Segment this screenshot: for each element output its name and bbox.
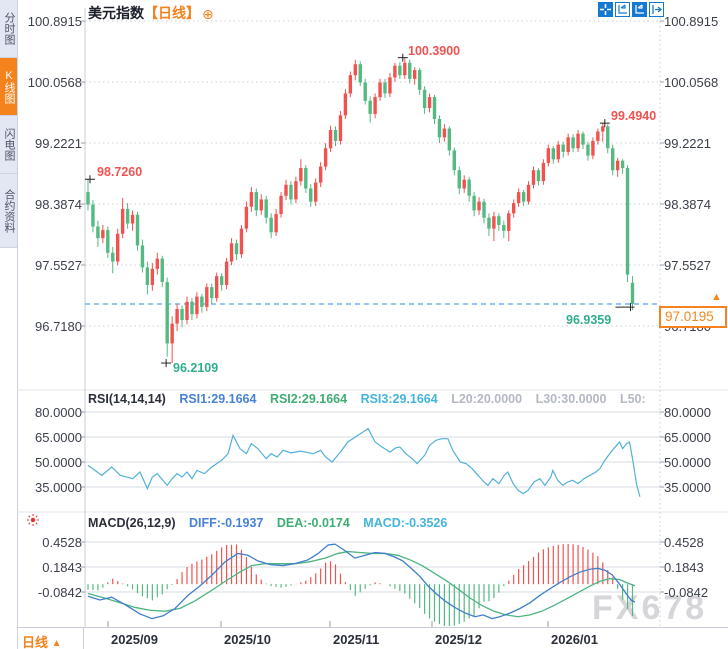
rsi2-value: RSI2:29.1664 bbox=[269, 392, 348, 406]
price-axis-label-left: 100.0568 bbox=[27, 74, 82, 90]
annotation-high-recent: 99.4940 bbox=[611, 109, 657, 123]
macd-axis-label-left: 0.4528 bbox=[42, 534, 82, 550]
price-up-arrow-icon: ▲ bbox=[711, 291, 722, 303]
rsi-axis-label-left: 80.0000 bbox=[35, 404, 82, 420]
goto-latest-icon[interactable] bbox=[649, 2, 664, 17]
sidebar-item-contract-info[interactable]: 合约资料 bbox=[0, 174, 17, 248]
time-axis-label: 2025/12 bbox=[435, 632, 482, 647]
period-dropdown-button[interactable]: 日线 ▲ bbox=[22, 632, 62, 649]
macd-dea-value: DEA:-0.0174 bbox=[276, 516, 350, 530]
watermark-logo: FX678 bbox=[592, 589, 708, 627]
fit-y-axis-icon[interactable] bbox=[615, 2, 630, 17]
chart-toolbar bbox=[598, 2, 664, 17]
rsi-axis-label-left: 50.0000 bbox=[35, 454, 82, 470]
macd-value: MACD:-0.3526 bbox=[363, 516, 448, 530]
price-axis-label-left: 100.8915 bbox=[27, 13, 82, 29]
indicator-settings-icon[interactable] bbox=[27, 513, 39, 526]
rsi-axis-label-left: 65.0000 bbox=[35, 429, 82, 445]
rsi-axis-label-right: 80.0000 bbox=[664, 404, 711, 420]
macd-axis-label-right: 0.4528 bbox=[664, 534, 704, 550]
time-axis-label: 2025/09 bbox=[111, 632, 158, 647]
macd-diff-value: DIFF:-0.1937 bbox=[189, 516, 264, 530]
rsi1-value: RSI1:29.1664 bbox=[179, 392, 257, 406]
chevron-up-icon: ▲ bbox=[51, 638, 62, 649]
rsi-axis-label-right: 50.0000 bbox=[664, 454, 711, 470]
rsi3-value: RSI3:29.1664 bbox=[360, 392, 438, 406]
macd-axis-label-right: 0.1843 bbox=[664, 559, 704, 575]
sidebar-item-kline-chart[interactable]: K线图 bbox=[0, 58, 17, 116]
rsi-header: RSI(14,14,14) RSI1:29.1664 RSI2:29.1664 … bbox=[88, 392, 656, 406]
rsi-axis-label-left: 35.0000 bbox=[35, 479, 82, 495]
price-axis-label-right: 98.3874 bbox=[664, 196, 711, 212]
current-price-tag: 97.0195 bbox=[659, 306, 727, 328]
sidebar: 分时图 K线图 闪电图 合约资料 bbox=[0, 0, 17, 649]
time-axis-cell-divider bbox=[83, 627, 84, 649]
price-axis-label-right: 97.5527 bbox=[664, 257, 711, 273]
rsi-l30: L30:30.0000 bbox=[535, 392, 607, 406]
price-axis-label-left: 97.5527 bbox=[35, 257, 82, 273]
macd-title: MACD(26,12,9) bbox=[88, 516, 176, 530]
price-axis-label-left: 99.2221 bbox=[35, 135, 82, 151]
annotation-high-left: 98.7260 bbox=[97, 165, 143, 179]
price-axis-label-right: 99.2221 bbox=[664, 135, 711, 151]
chart-title: 美元指数【日线】 ⊕ bbox=[88, 3, 214, 23]
sidebar-item-lightning-chart[interactable]: 闪电图 bbox=[0, 116, 17, 174]
symbol-name: 美元指数 bbox=[88, 5, 144, 21]
time-axis-border bbox=[17, 627, 728, 628]
rsi-l50: L50: bbox=[619, 392, 646, 406]
rsi-axis-label-right: 65.0000 bbox=[664, 429, 711, 445]
price-axis-label-left: 96.7180 bbox=[35, 318, 82, 334]
price-axis-label-right: 100.0568 bbox=[664, 74, 719, 90]
sidebar-divider bbox=[17, 0, 18, 649]
macd-axis-label-left: 0.1843 bbox=[42, 559, 82, 575]
price-axis-label-right: 100.8915 bbox=[664, 13, 719, 29]
rsi-l20: L20:20.0000 bbox=[451, 392, 523, 406]
period-tag: 【日线】 bbox=[144, 5, 200, 21]
circle-plus-icon[interactable]: ⊕ bbox=[202, 6, 214, 22]
time-axis-label: 2026/01 bbox=[551, 632, 598, 647]
period-label: 日线 bbox=[22, 635, 49, 649]
fit-y-axis-active-icon[interactable] bbox=[632, 2, 647, 17]
annotation-low-recent: 96.9359 bbox=[566, 313, 612, 327]
time-axis-label: 2025/11 bbox=[333, 632, 380, 647]
time-axis-label: 2025/10 bbox=[224, 632, 271, 647]
sidebar-item-timeline-chart[interactable]: 分时图 bbox=[0, 0, 17, 58]
annotation-high-all: 100.3900 bbox=[408, 44, 461, 58]
annotation-low-all: 96.2109 bbox=[173, 361, 219, 375]
crosshair-icon[interactable] bbox=[598, 2, 613, 17]
macd-axis-label-right: -0.0842 bbox=[664, 584, 709, 600]
macd-axis-label-left: -0.0842 bbox=[37, 584, 82, 600]
rsi-axis-label-right: 35.0000 bbox=[664, 479, 711, 495]
macd-header: MACD(26,12,9) DIFF:-0.1937 DEA:-0.0174 M… bbox=[88, 516, 457, 530]
price-axis-label-left: 98.3874 bbox=[35, 196, 82, 212]
rsi-title: RSI(14,14,14) bbox=[88, 392, 166, 406]
